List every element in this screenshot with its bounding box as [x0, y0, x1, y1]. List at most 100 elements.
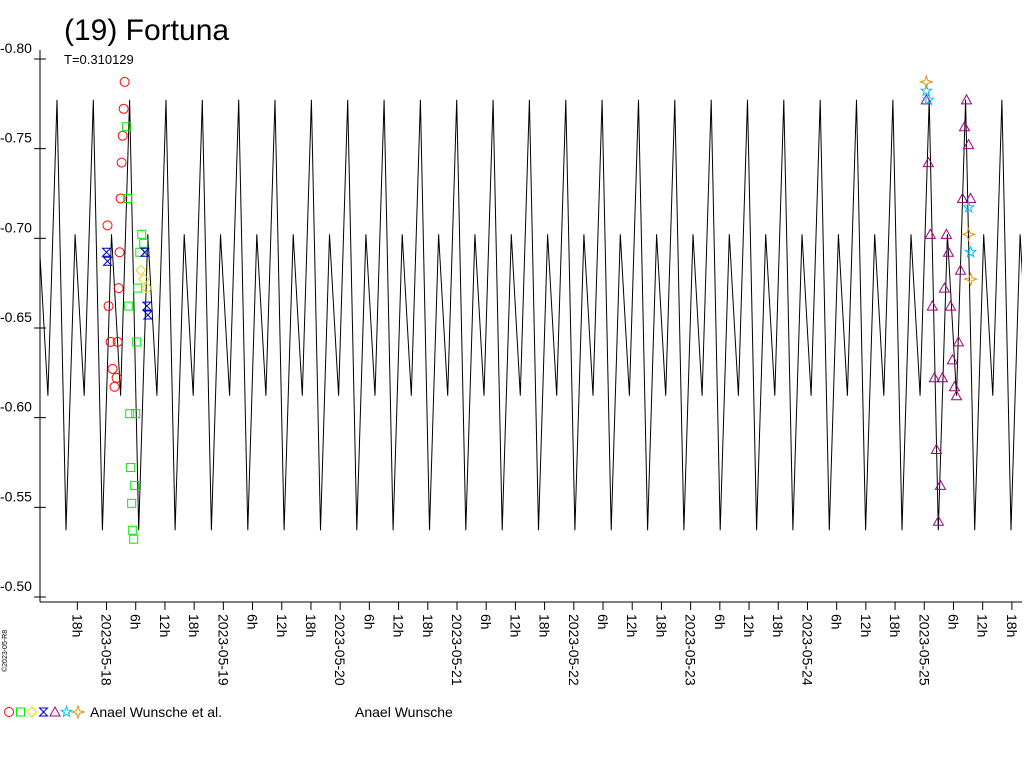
data-point [129, 534, 139, 544]
data-point [964, 192, 977, 203]
data-point [921, 92, 936, 106]
legend-label: Anael Wunsche et al. [90, 704, 222, 720]
x-tick-label: 6h [595, 614, 611, 630]
y-tick-label: -0.80 [0, 40, 32, 56]
data-point [111, 372, 122, 383]
model-curve [40, 99, 1022, 531]
data-point [926, 300, 939, 311]
data-point [958, 120, 971, 132]
legend-symbol [70, 704, 86, 720]
data-point [141, 282, 153, 294]
data-point [936, 371, 949, 383]
data-point [105, 336, 116, 347]
data-point [131, 409, 141, 419]
data-point [137, 229, 147, 239]
legend-symbol [16, 707, 25, 717]
data-point [946, 353, 959, 365]
data-point [928, 371, 941, 383]
x-tick-label: 18h [186, 614, 202, 637]
x-tick-label: 18h [303, 614, 319, 637]
x-tick-label: 2023-05-23 [683, 614, 699, 686]
data-point [118, 103, 129, 114]
data-point [102, 220, 113, 231]
data-point [107, 363, 118, 374]
x-tick-label: 12h [975, 614, 991, 637]
y-tick-label: -0.70 [0, 219, 32, 235]
data-point [963, 245, 978, 258]
data-point [932, 515, 945, 526]
data-point [126, 462, 136, 472]
data-point [948, 380, 961, 392]
data-point [952, 335, 965, 347]
data-point [116, 157, 127, 168]
x-tick-label: 2023-05-19 [215, 614, 231, 686]
data-point [954, 264, 967, 275]
x-tick-label: 12h [858, 614, 874, 637]
credit: ©2023-05-R8 [1, 630, 9, 672]
data-point [960, 93, 973, 105]
data-point [141, 301, 153, 311]
data-point [961, 200, 976, 214]
x-tick-label: 12h [274, 614, 290, 637]
x-tick-label: 12h [507, 614, 523, 637]
x-tick-label: 2023-05-24 [799, 614, 815, 686]
x-tick-label: 18h [1004, 614, 1020, 637]
data-point [135, 264, 147, 276]
data-point [123, 193, 133, 203]
data-point [135, 247, 145, 257]
y-tick-label: -0.75 [0, 130, 32, 146]
x-tick-label: 6h [245, 614, 261, 630]
y-tick-label: -0.65 [0, 309, 32, 325]
legend-label: Anael Wunsche [355, 704, 453, 720]
y-tick-label: -0.50 [0, 578, 32, 594]
x-tick-label: 2023-05-22 [566, 614, 582, 686]
data-point [115, 193, 126, 204]
data-point [125, 409, 135, 419]
data-point [956, 192, 969, 203]
plot-area [40, 74, 1022, 544]
data-point [119, 76, 130, 87]
x-tick-label: 18h [420, 614, 436, 637]
y-tick-label: -0.60 [0, 399, 32, 415]
x-tick-label: 6h [361, 614, 377, 630]
x-tick-label: 18h [537, 614, 553, 637]
chart-subtitle: T=0.310129 [64, 52, 134, 67]
x-tick-label: 18h [770, 614, 786, 637]
data-point [132, 337, 142, 347]
x-tick-label: 18h [69, 614, 85, 637]
x-tick-label: 6h [128, 614, 144, 630]
x-tick-label: 2023-05-25 [916, 614, 932, 686]
x-tick-label: 18h [887, 614, 903, 637]
x-tick-label: 12h [624, 614, 640, 637]
x-tick-label: 6h [829, 614, 845, 630]
data-point [918, 74, 934, 90]
data-point [127, 498, 137, 508]
data-point [930, 443, 943, 455]
data-point [138, 273, 150, 285]
x-tick-label: 12h [741, 614, 757, 637]
data-point [139, 238, 149, 248]
x-tick-label: 12h [391, 614, 407, 637]
data-point [112, 336, 123, 347]
data-point [924, 228, 937, 239]
x-tick-label: 18h [653, 614, 669, 637]
data-point [938, 282, 951, 293]
legend-symbol [4, 707, 14, 717]
data-point [919, 83, 933, 97]
data-point [113, 283, 124, 294]
y-tick-label: -0.55 [0, 488, 32, 504]
data-point [101, 247, 112, 257]
data-point [139, 247, 151, 257]
data-point [962, 138, 975, 150]
data-point [128, 525, 138, 535]
data-point [950, 389, 963, 401]
data-point [934, 479, 947, 490]
x-tick-label: 2023-05-18 [99, 614, 115, 686]
chart-title: (19) Fortuna [64, 14, 229, 47]
data-point [124, 301, 134, 311]
x-tick-label: 2023-05-20 [332, 614, 348, 686]
data-point [960, 226, 977, 242]
legend-symbol [49, 705, 61, 717]
